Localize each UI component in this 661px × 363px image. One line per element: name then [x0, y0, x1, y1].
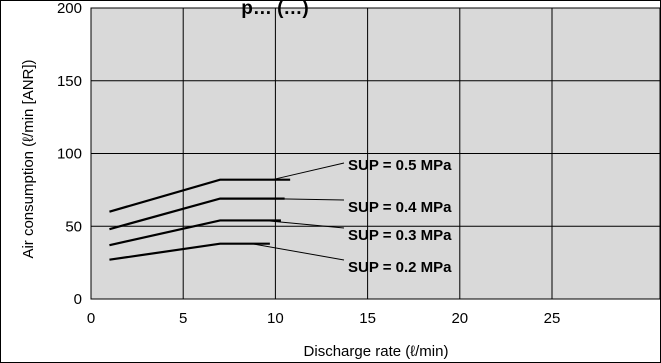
series-leader-line: [262, 219, 345, 229]
x-tick-label: 5: [179, 310, 187, 327]
y-tick-label: 150: [57, 73, 82, 90]
chart-title: p… (…): [241, 0, 309, 19]
series-leader-line: [266, 198, 345, 201]
series-line: [109, 178, 291, 213]
x-tick-label: 10: [267, 310, 284, 327]
series-line: [109, 197, 285, 231]
y-tick-label: 0: [74, 291, 82, 308]
y-tick-label: 50: [65, 218, 82, 235]
series-label: SUP = 0.2 MPa: [348, 259, 452, 276]
x-tick-label: 20: [451, 310, 468, 327]
y-tick-label: 100: [57, 146, 82, 163]
series-label: SUP = 0.4 MPa: [348, 199, 452, 216]
series-label: SUP = 0.3 MPa: [348, 227, 452, 244]
series-label: SUP = 0.5 MPa: [348, 157, 452, 174]
x-tick-label: 25: [544, 310, 561, 327]
x-tick-label: 15: [359, 310, 376, 327]
y-axis-label: Air consumption (ℓ/min [ANR]): [20, 59, 37, 258]
series-line: [109, 219, 281, 247]
x-tick-label: 0: [87, 310, 95, 327]
y-tick-label: 200: [57, 0, 82, 17]
series-leader-line: [272, 162, 345, 181]
x-axis-label: Discharge rate (ℓ/min): [304, 343, 449, 360]
series-leader-line: [251, 243, 345, 261]
